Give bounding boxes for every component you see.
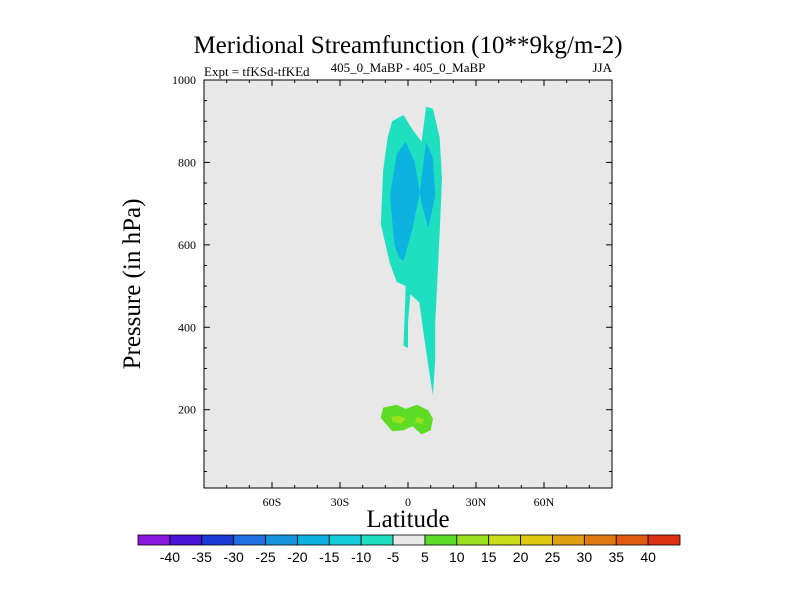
colorbar-box xyxy=(647,534,681,546)
contour-region-negative-10-to-15 xyxy=(389,141,436,262)
colorbar-label: -5 xyxy=(387,549,400,565)
contour-regions xyxy=(380,106,442,435)
y-axis-label: Pressure (in hPa) xyxy=(119,199,146,370)
x-tick-label: 30S xyxy=(331,495,350,509)
chart-subtitle-right: JJA xyxy=(592,60,612,75)
colorbar-box xyxy=(615,534,649,546)
colorbar-box xyxy=(456,534,490,546)
colorbar-box xyxy=(488,534,521,546)
colorbar-label: 40 xyxy=(640,549,656,565)
y-tick-label: 800 xyxy=(178,155,196,169)
chart-subtitle-center: 405_0_MaBP - 405_0_MaBP xyxy=(331,60,486,75)
y-tick-label: 600 xyxy=(178,238,196,252)
colorbar-label: -10 xyxy=(351,549,371,565)
colorbar-box xyxy=(552,534,585,546)
y-tick-label: 400 xyxy=(178,320,196,334)
x-tick-label: 0 xyxy=(405,495,411,509)
colorbar-label: -40 xyxy=(160,549,180,565)
x-tick-label: 60N xyxy=(534,495,555,509)
colorbar-box xyxy=(360,534,394,546)
x-axis-label: Latitude xyxy=(366,506,449,533)
colorbar-box xyxy=(520,534,553,546)
colorbar-label: -35 xyxy=(192,549,212,565)
colorbar-box xyxy=(233,534,266,546)
colorbar-label: 5 xyxy=(421,549,429,565)
colorbar-label: 15 xyxy=(481,549,497,565)
colorbar-label: -15 xyxy=(319,549,339,565)
colorbar-box xyxy=(201,534,235,546)
contour-region-positive-10-to-15-east xyxy=(414,416,424,425)
contour-region-positive-10-to-15-west xyxy=(392,415,406,424)
chart-subtitle-left: Expt = tfKSd-tfKEd xyxy=(204,64,310,79)
colorbar-box xyxy=(424,534,458,546)
axis-tick-labels: 60S 30S 0 30N 60N 200 400 600 800 1000 xyxy=(172,73,555,509)
colorbar-box xyxy=(297,534,330,546)
colorbar-label: -20 xyxy=(287,549,307,565)
colorbar-label: 20 xyxy=(513,549,529,565)
colorbar-label: -30 xyxy=(224,549,244,565)
x-tick-label: 30N xyxy=(466,495,487,509)
colorbar-box xyxy=(169,534,203,546)
contour-region-positive-5-to-10 xyxy=(380,404,433,435)
y-tick-label: 200 xyxy=(178,403,196,417)
colorbar-box xyxy=(583,534,617,546)
colorbar-box xyxy=(392,534,426,546)
colorbar-label: 35 xyxy=(608,549,624,565)
y-tick-label: 1000 xyxy=(172,73,196,87)
colorbar-box xyxy=(265,534,298,546)
colorbar-label: 25 xyxy=(545,549,561,565)
colorbar xyxy=(137,534,681,546)
colorbar-label: 30 xyxy=(577,549,593,565)
colorbar-label: -25 xyxy=(255,549,275,565)
colorbar-label: 10 xyxy=(449,549,465,565)
colorbar-box xyxy=(137,534,171,546)
axis-ticks xyxy=(204,79,612,488)
x-tick-label: 60S xyxy=(263,495,282,509)
colorbar-labels: -40 -35 -30 -25 -20 -15 -10 -5 5 10 15 20 25 30 35 40 xyxy=(160,549,656,565)
chart-title: Meridional Streamfunction (10**9kg/m-2) xyxy=(193,32,622,59)
colorbar-box xyxy=(328,534,362,546)
